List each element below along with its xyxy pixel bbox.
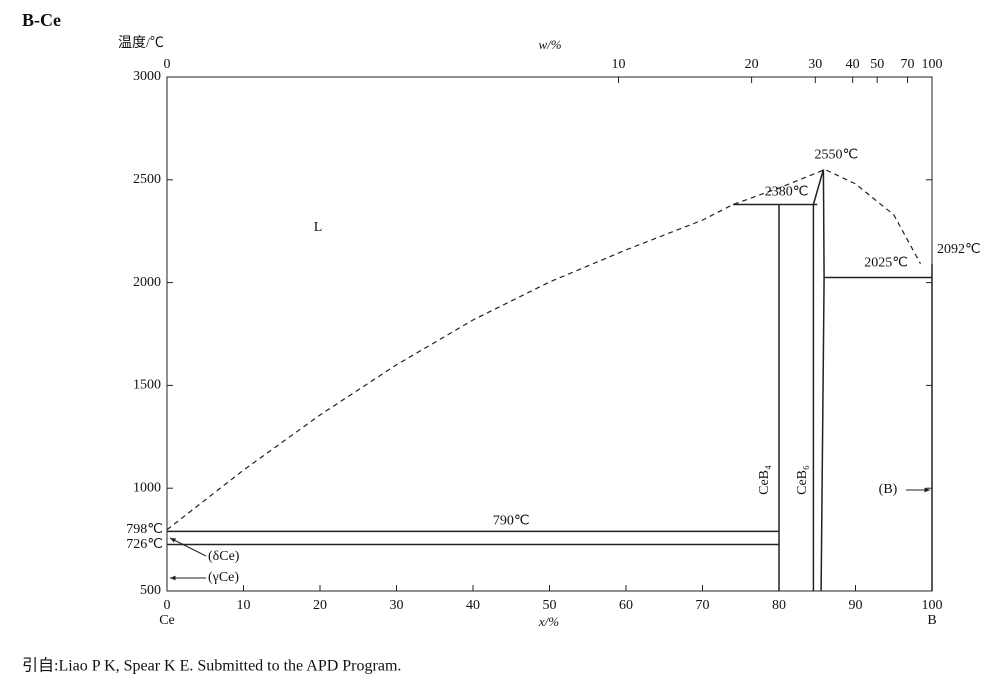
x2-tick-label: 100 bbox=[922, 57, 943, 72]
x-tick-label: 80 bbox=[772, 598, 786, 613]
x2-tick-label: 50 bbox=[870, 57, 884, 72]
arrow-head bbox=[924, 487, 930, 493]
x-tick-label: 100 bbox=[922, 598, 943, 613]
temperature-label: 2025℃ bbox=[864, 256, 908, 271]
chart-title: B-Ce bbox=[22, 10, 61, 30]
x-tick-label: 60 bbox=[619, 598, 633, 613]
source-note: 引自:Liao P K, Spear K E. Submitted to the… bbox=[22, 657, 401, 675]
phase-boundary bbox=[820, 169, 825, 592]
x2-tick-label: 20 bbox=[745, 57, 759, 72]
y-tick-label: 3000 bbox=[133, 69, 161, 84]
y-axis-label: 温度/℃ bbox=[118, 35, 164, 51]
x2-tick-label: 70 bbox=[901, 57, 915, 72]
y-tick-label: 500 bbox=[140, 583, 161, 598]
x-tick-label: 30 bbox=[390, 598, 404, 613]
phase-label: (δCe) bbox=[208, 549, 240, 564]
x2-tick-label: 30 bbox=[808, 57, 822, 72]
y-tick-label: 2500 bbox=[133, 172, 161, 187]
x2-tick-label: 0 bbox=[164, 57, 171, 72]
x-end-label: B bbox=[927, 613, 936, 628]
y-tick-label: 2000 bbox=[133, 275, 161, 290]
x-tick-label: 50 bbox=[543, 598, 557, 613]
x-axis-label: x/% bbox=[538, 614, 559, 629]
x-end-label: Ce bbox=[159, 613, 175, 628]
x-tick-label: 20 bbox=[313, 598, 327, 613]
temperature-label: 2550℃ bbox=[815, 148, 859, 163]
y-tick-label: 1000 bbox=[133, 480, 161, 495]
arrow bbox=[169, 537, 207, 557]
y-tick-label: 1500 bbox=[133, 378, 161, 393]
phase-boundary bbox=[812, 169, 825, 591]
temperature-label: 790℃ bbox=[493, 514, 530, 529]
x2-tick-label: 40 bbox=[846, 57, 860, 72]
x-tick-label: 40 bbox=[466, 598, 480, 613]
x-tick-label: 70 bbox=[696, 598, 710, 613]
phase-label: L bbox=[314, 220, 323, 235]
x-tick-label: 90 bbox=[849, 598, 863, 613]
phase-label: (B) bbox=[879, 482, 898, 497]
arrow-head bbox=[170, 575, 176, 581]
phase-label: CeB₄ bbox=[757, 465, 772, 495]
phase-boundary bbox=[166, 168, 922, 531]
x2-axis-label: w/% bbox=[538, 37, 561, 52]
temperature-label: 2380℃ bbox=[765, 185, 809, 200]
arrow-head bbox=[170, 538, 176, 543]
x-tick-label: 10 bbox=[237, 598, 251, 613]
temperature-label: 798℃ bbox=[126, 522, 163, 537]
x-tick-label: 0 bbox=[164, 598, 171, 613]
phase-label: CeB₆ bbox=[795, 465, 810, 495]
temperature-label: 2092℃ bbox=[937, 242, 981, 257]
temperature-label: 726℃ bbox=[126, 537, 163, 552]
x2-tick-label: 10 bbox=[612, 57, 626, 72]
phase-label: (γCe) bbox=[208, 570, 239, 585]
